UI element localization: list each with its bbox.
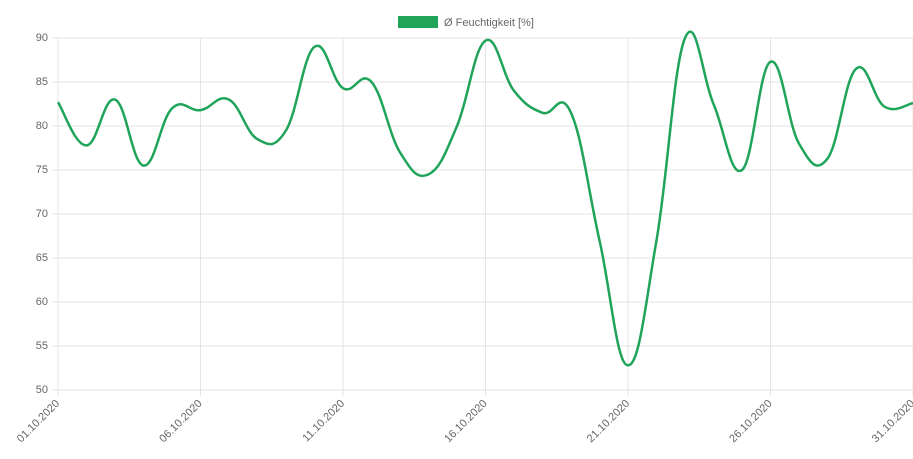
y-tick-label: 50 [36,384,48,396]
x-tick-label: 06.10.2020 [157,398,204,445]
legend-label: Ø Feuchtigkeit [%] [444,17,534,29]
x-tick-label: 01.10.2020 [15,398,62,445]
y-tick-label: 70 [36,208,48,220]
x-tick-label: 26.10.2020 [727,398,774,445]
x-tick-label: 11.10.2020 [300,398,347,445]
y-tick-label: 65 [36,252,48,264]
y-tick-label: 60 [36,296,48,308]
y-tick-label: 85 [36,76,48,88]
data-line [56,30,913,367]
y-tick-label: 90 [36,32,48,44]
y-tick-label: 55 [36,340,48,352]
x-tick-label: 16.10.2020 [442,398,489,445]
x-tick-label: 21.10.2020 [585,398,632,445]
legend-swatch [398,16,438,28]
y-tick-label: 75 [36,164,48,176]
x-tick-label: 31.10.2020 [870,398,913,445]
y-tick-label: 80 [36,120,48,132]
